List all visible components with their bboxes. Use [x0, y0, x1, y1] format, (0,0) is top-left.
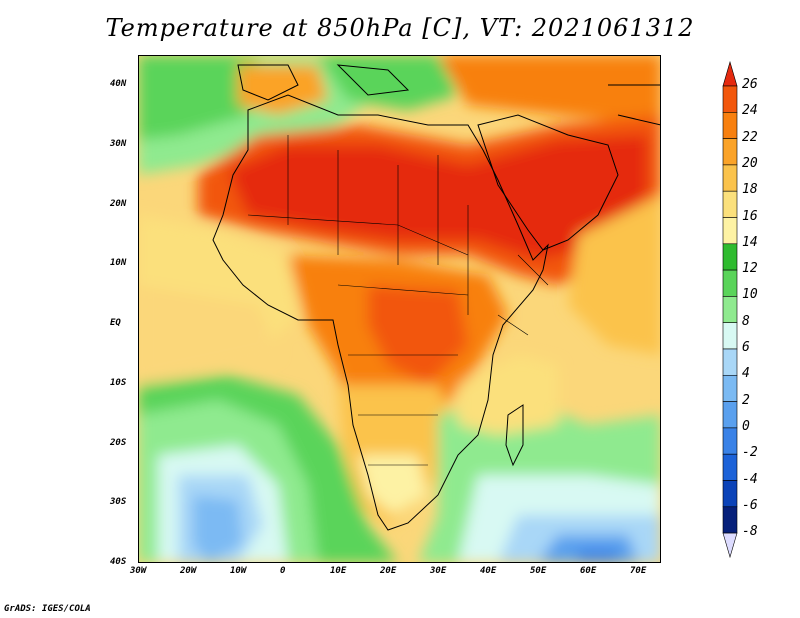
lat-label: 40N [110, 79, 127, 89]
colorbar-top-arrow [722, 60, 738, 87]
colorbar-label: 20 [742, 155, 758, 171]
lon-label: 30E [430, 566, 447, 576]
colorbar-label: 14 [742, 234, 758, 250]
lon-label: 20W [180, 566, 197, 576]
lat-label: 20S [110, 437, 127, 448]
colorbar [722, 60, 738, 558]
colorbar-swatch [722, 480, 738, 508]
lat-label: 20N [110, 198, 127, 209]
colorbar-label: 12 [742, 261, 758, 277]
colorbar-label: 16 [742, 208, 758, 224]
colorbar-swatch [722, 453, 738, 481]
colorbar-swatch [722, 243, 738, 271]
colorbar-label: -8 [742, 524, 758, 540]
colorbar-label: 8 [742, 313, 750, 329]
footer-credit: GrADS: IGES/COLA [4, 604, 91, 614]
colorbar-label: 18 [742, 182, 758, 198]
colorbar-swatch [722, 296, 738, 323]
colorbar-swatch [722, 427, 738, 455]
colorbar-swatch [722, 269, 738, 297]
colorbar-swatch [722, 401, 738, 429]
colorbar-label: 22 [742, 129, 758, 145]
lon-label: 30W [130, 566, 147, 576]
lon-label: 0 [280, 566, 286, 576]
colorbar-bottom-arrow [722, 532, 738, 558]
lat-label: 40S [110, 557, 127, 567]
colorbar-swatch [722, 348, 738, 376]
lon-label: 40E [480, 566, 497, 576]
map-frame [138, 55, 661, 563]
colorbar-label: 26 [742, 77, 758, 92]
lon-label: 50E [530, 566, 547, 576]
lat-label: EQ [110, 318, 121, 328]
colorbar-label: 6 [742, 340, 750, 355]
lat-label: 10N [110, 258, 127, 269]
colorbar-swatch [722, 217, 738, 245]
colorbar-swatch [722, 190, 738, 218]
lat-label: 10S [110, 377, 127, 388]
colorbar-label: 2 [742, 392, 750, 408]
country-borders [247, 135, 549, 466]
coastlines [212, 64, 661, 531]
colorbar-label: 0 [742, 418, 750, 434]
lon-label: 60E [580, 566, 597, 576]
colorbar-label: -6 [742, 497, 758, 513]
colorbar-swatch [722, 374, 738, 402]
colorbar-label: 10 [742, 287, 758, 303]
chart-title: Temperature at 850hPa [C], VT: 202106131… [105, 14, 695, 42]
colorbar-swatch [722, 322, 738, 350]
lat-label: 30S [110, 497, 127, 508]
temperature-map [138, 55, 661, 563]
lon-label: 10E [330, 566, 347, 576]
colorbar-label: -4 [742, 471, 758, 487]
colorbar-swatch [722, 138, 738, 166]
lon-label: 70E [630, 566, 647, 576]
colorbar-swatch [722, 111, 738, 139]
lon-label: 10W [230, 566, 247, 576]
colorbar-swatch [722, 506, 738, 534]
colorbar-label: 4 [742, 366, 750, 382]
colorbar-label: -2 [742, 445, 758, 461]
colorbar-label: 24 [742, 103, 758, 119]
colorbar-swatch [722, 85, 738, 113]
colorbar-swatch [722, 164, 738, 192]
lon-label: 20E [380, 566, 397, 576]
lat-label: 30N [110, 138, 127, 149]
